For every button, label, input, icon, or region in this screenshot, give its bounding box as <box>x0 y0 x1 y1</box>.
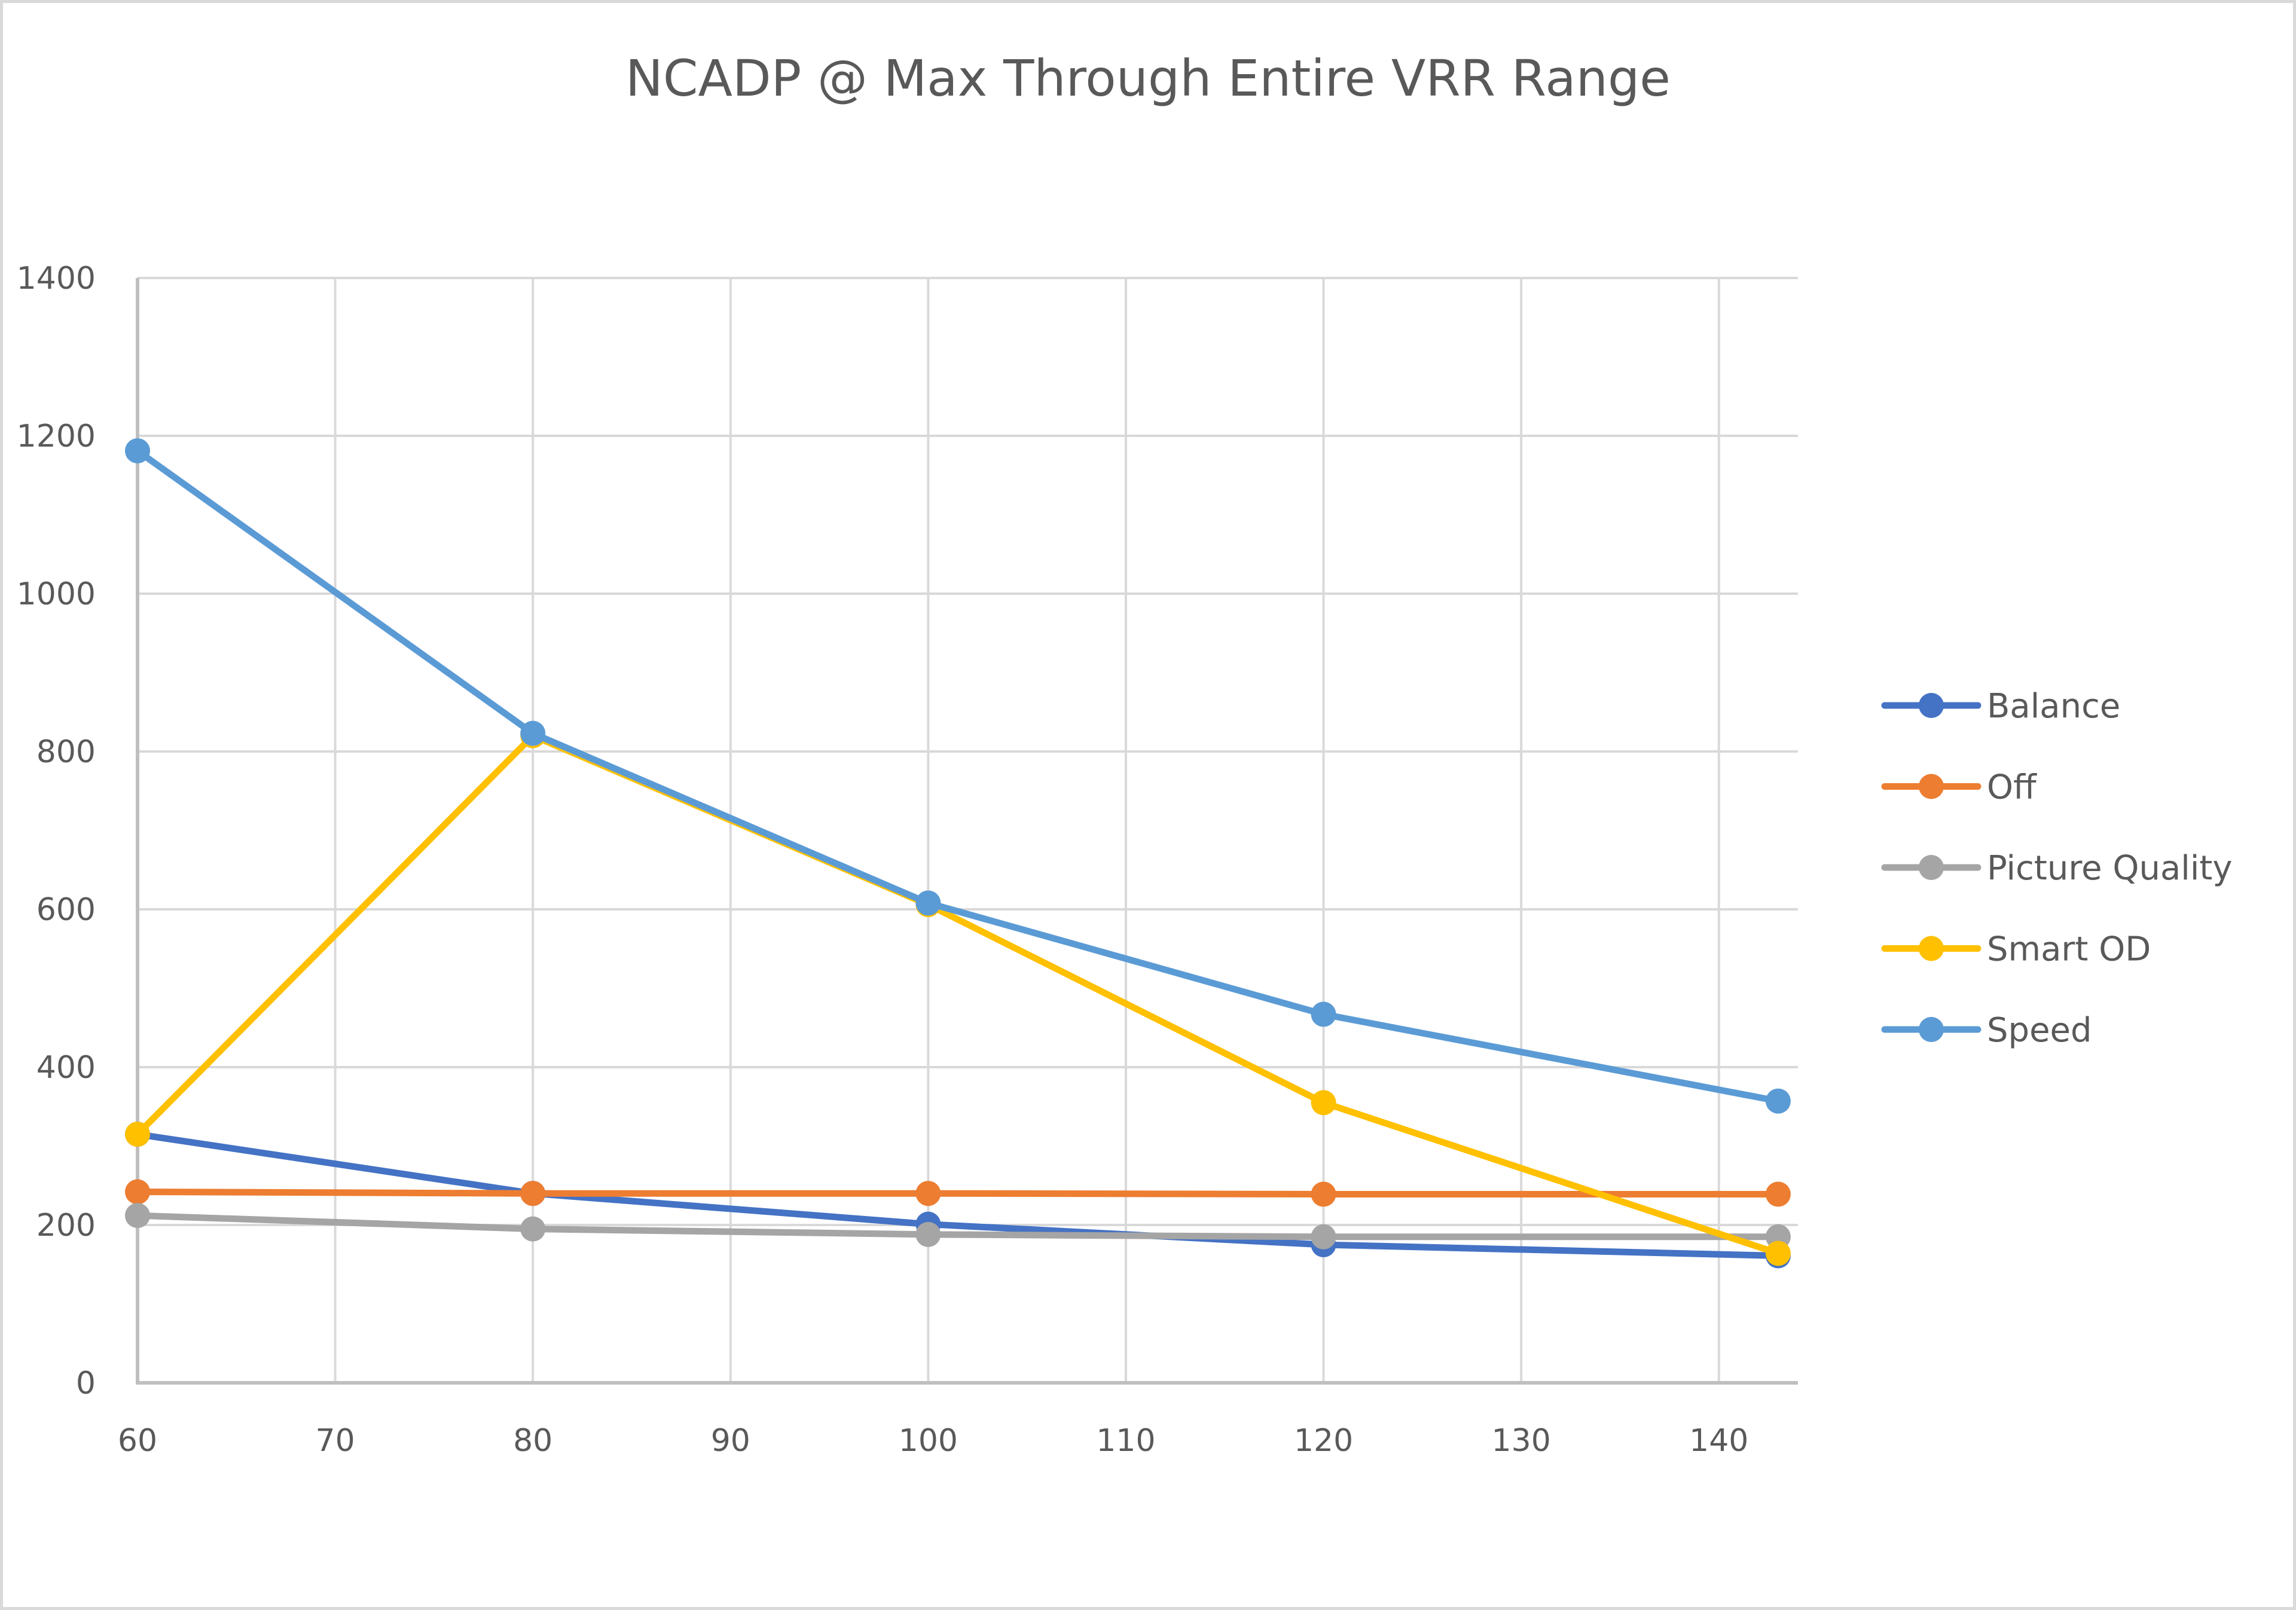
data-point-smart-od <box>125 1122 150 1147</box>
x-tick-label: 80 <box>513 1423 552 1459</box>
x-tick-label: 130 <box>1492 1423 1551 1459</box>
legend-marker-balance <box>1919 693 1944 718</box>
series-group <box>125 438 1791 1269</box>
data-point-off <box>1765 1181 1791 1207</box>
legend-label: Smart OD <box>1987 930 2151 969</box>
y-tick-label: 600 <box>36 892 96 928</box>
data-point-picture-quality <box>915 1221 941 1247</box>
series-picture-quality <box>125 1203 1791 1249</box>
data-point-picture-quality <box>1311 1224 1336 1249</box>
legend-marker-speed <box>1919 1017 1944 1042</box>
legend-item-smart-od: Smart OD <box>1881 930 2151 969</box>
series-line-off <box>134 1189 1782 1198</box>
data-point-smart-od <box>1311 1090 1336 1116</box>
data-point-smart-od <box>1765 1241 1791 1266</box>
series-smart-od <box>125 723 1791 1266</box>
y-tick-label: 200 <box>36 1208 96 1244</box>
data-point-speed <box>915 890 941 916</box>
legend-item-off: Off <box>1881 768 2037 807</box>
series-line-smart-od <box>134 732 1782 1257</box>
y-tick-label: 1400 <box>17 261 96 297</box>
legend-marker-off <box>1919 774 1944 799</box>
series-off <box>125 1179 1791 1207</box>
data-point-speed <box>1311 1001 1336 1027</box>
data-point-off <box>915 1181 941 1206</box>
legend-marker-picture-quality <box>1919 855 1944 880</box>
data-point-off <box>125 1179 150 1205</box>
data-point-picture-quality <box>520 1216 546 1242</box>
series-speed <box>125 438 1791 1114</box>
data-point-speed <box>520 720 546 746</box>
data-point-picture-quality <box>125 1203 150 1229</box>
y-tick-label: 1000 <box>17 576 96 612</box>
legend-item-picture-quality: Picture Quality <box>1881 849 2232 888</box>
y-axis-ticks: 0 200 400 600 800 1000 1200 1400 <box>17 261 96 1401</box>
y-tick-label: 0 <box>76 1365 96 1401</box>
legend-item-balance: Balance <box>1881 687 2120 726</box>
chart-title: NCADP @ Max Through Entire VRR Range <box>625 49 1671 108</box>
legend-label: Off <box>1987 768 2037 807</box>
legend-item-speed: Speed <box>1881 1011 2092 1050</box>
data-point-speed <box>1765 1088 1791 1114</box>
x-axis-ticks: 60 70 80 90 100 110 120 130 140 <box>118 1423 1748 1459</box>
x-tick-label: 70 <box>316 1423 355 1459</box>
data-point-speed <box>125 438 150 464</box>
legend-label: Balance <box>1987 687 2120 726</box>
data-point-off <box>520 1181 546 1206</box>
x-tick-label: 90 <box>711 1423 750 1459</box>
x-tick-label: 100 <box>899 1423 958 1459</box>
series-line-speed <box>134 447 1782 1105</box>
data-point-off <box>1311 1181 1336 1207</box>
legend-label: Picture Quality <box>1987 849 2232 888</box>
x-tick-label: 140 <box>1689 1423 1748 1459</box>
legend: Balance Off Picture Quality Smart OD Speed <box>1881 687 2232 1050</box>
legend-marker-smart-od <box>1919 936 1944 961</box>
axes <box>136 278 1798 1385</box>
gridlines <box>138 277 1798 1383</box>
y-tick-label: 400 <box>36 1050 96 1086</box>
legend-label: Speed <box>1987 1011 2092 1050</box>
y-tick-label: 800 <box>36 734 96 770</box>
x-tick-label: 60 <box>118 1423 157 1459</box>
x-tick-label: 120 <box>1294 1423 1353 1459</box>
x-tick-label: 110 <box>1096 1423 1155 1459</box>
y-tick-label: 1200 <box>17 418 96 454</box>
